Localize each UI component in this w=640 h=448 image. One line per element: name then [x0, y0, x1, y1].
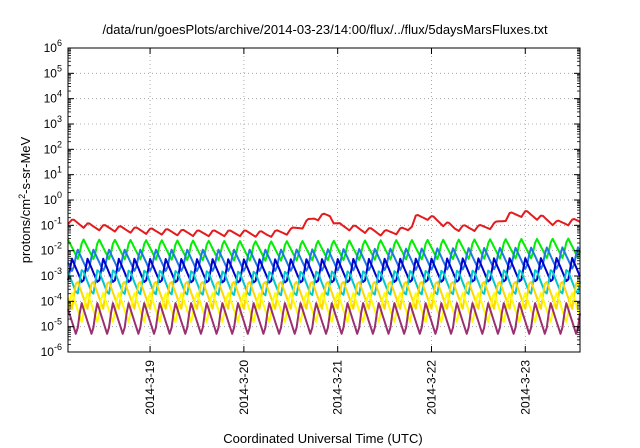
x-axis-label: Coordinated Universal Time (UTC) [223, 431, 422, 446]
chart-title: /data/run/goesPlots/archive/2014-03-23/1… [102, 22, 548, 37]
y-tick-label: 10-3 [41, 266, 62, 283]
y-tick-label: 10-2 [41, 241, 62, 258]
y-tick-label: 106 [44, 38, 62, 55]
data-series [67, 210, 581, 335]
x-tick-labels: 2014-3-19 2014-3-20 2014-3-21 2014-3-22 2014… [143, 360, 532, 415]
axis-ticks [68, 47, 580, 353]
x-tick-label: 2014-3-19 [143, 360, 157, 415]
y-tick-label: 101 [44, 165, 62, 182]
y-tick-label: 103 [44, 114, 62, 131]
flux-series-line [67, 292, 581, 323]
y-tick-label: 10-5 [41, 317, 62, 334]
y-tick-label: 102 [44, 139, 62, 156]
y-tick-label: 10-6 [41, 342, 62, 359]
flux-series-line [67, 256, 581, 284]
x-tick-label: 2014-3-20 [237, 360, 251, 415]
flux-series-line [67, 210, 581, 238]
flux-series-line [67, 237, 581, 262]
y-tick-label: 105 [44, 63, 62, 80]
y-axis-label: protons/cm2-s-sr-MeV [17, 136, 33, 263]
x-tick-label: 2014-3-23 [518, 360, 532, 415]
y-tick-label: 104 [44, 89, 62, 106]
x-tick-label: 2014-3-22 [424, 360, 438, 415]
y-tick-label: 100 [44, 190, 62, 207]
y-tick-labels: 10-6 10-5 10-4 10-3 10-2 10-1 100 101 102 103 104 1… [41, 38, 62, 359]
y-tick-label: 10-4 [41, 291, 62, 308]
y-tick-label: 10-1 [41, 215, 62, 232]
x-tick-label: 2014-3-21 [331, 360, 345, 415]
flux-series-line [67, 302, 581, 335]
